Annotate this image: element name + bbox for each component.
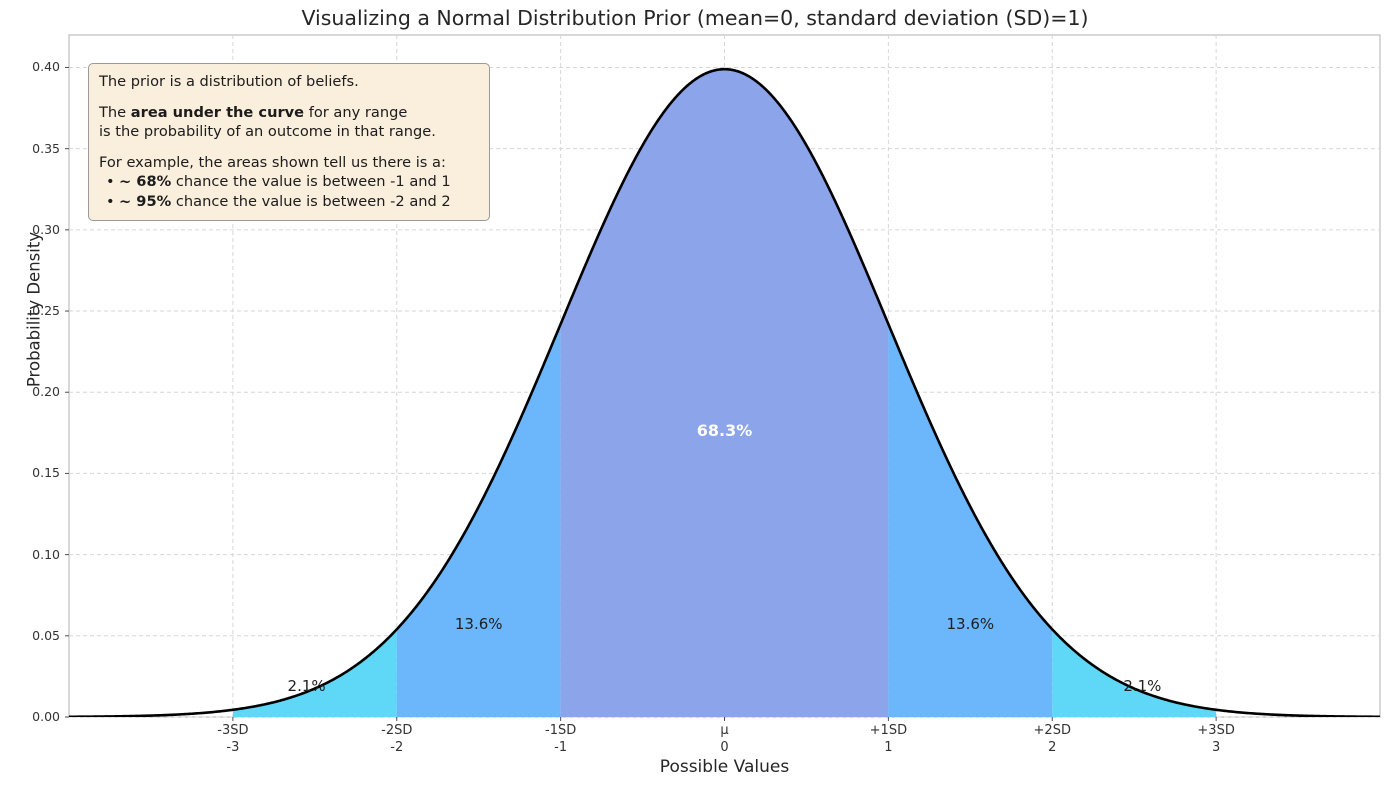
x-axis-label: Possible Values: [659, 757, 790, 777]
y-tick-label: 0.05: [32, 627, 60, 643]
x-tick-label: +3SD 3: [1156, 722, 1276, 756]
x-tick-value-label: 2: [1048, 740, 1057, 755]
annotation-line-2: The area under the curve for any range: [99, 103, 479, 123]
y-tick-label: 0.15: [32, 465, 60, 481]
x-tick-label: -2SD -2: [337, 722, 457, 756]
y-tick-label: 0.25: [32, 303, 60, 319]
axis-ticks: [65, 66, 1217, 721]
y-tick-label: 0.40: [32, 59, 60, 75]
x-tick-value-label: 3: [1211, 740, 1221, 755]
annotation-bullet-item: • ~ 95% chance the value is between -2 an…: [106, 192, 479, 212]
chart-title: Visualizing a Normal Distribution Prior …: [301, 6, 1089, 30]
annotation-line-2-bold: area under the curve: [130, 103, 305, 121]
band-minus-1sd-to-plus-1sd: [560, 69, 889, 717]
y-tick-label: 0.35: [32, 140, 60, 156]
x-tick-value-label: 1: [884, 740, 893, 755]
y-tick-label: 0.20: [32, 384, 60, 400]
x-tick-sd-label: -2SD: [381, 723, 413, 738]
annotation-bullet-bold: ~ 68%: [119, 173, 172, 190]
x-tick-value-label: -1: [554, 740, 568, 755]
annotation-bullet-item: • ~ 68% chance the value is between -1 an…: [106, 172, 479, 192]
band-label-minus-2sd-to-minus-1sd: 13.6%: [454, 615, 503, 634]
x-tick-value-label: -2: [390, 740, 404, 755]
x-tick-sd-label: +1SD: [869, 723, 908, 738]
normal-curve: [69, 67, 1380, 717]
y-tick-label: 0.30: [32, 221, 60, 237]
x-tick-label: +2SD 2: [992, 722, 1112, 756]
x-tick-label: -1SD -1: [501, 722, 621, 756]
x-tick-value-label: 0: [720, 740, 729, 755]
band-label-plus-1sd-to-plus-2sd: 13.6%: [946, 615, 995, 634]
y-tick-label: 0.00: [32, 709, 60, 724]
annotation-bullet-rest: chance the value is between -2 and 2: [171, 192, 451, 210]
x-tick-label: +1SD 1: [828, 722, 948, 756]
x-tick-sd-label: -3SD: [217, 723, 249, 738]
x-tick-sd-label: +2SD: [1033, 723, 1071, 738]
normal-curve-line: [69, 67, 1380, 717]
band-label-minus-1sd-to-plus-1sd: 68.3%: [696, 421, 753, 441]
x-tick-sd-label: -1SD: [545, 723, 577, 738]
bullet-icon: •: [106, 173, 115, 190]
x-tick-sd-label: μ: [720, 723, 729, 738]
annotation-line-2-prefix: The: [99, 103, 131, 121]
bullet-icon: •: [106, 192, 115, 210]
y-tick-label: 0.10: [32, 546, 60, 562]
annotation-line-1: The prior is a distribution of beliefs.: [99, 73, 359, 90]
x-tick-value-label: -3: [226, 740, 240, 755]
band-label-plus-2sd-to-plus-3sd: 2.1%: [1123, 676, 1162, 695]
annotation-line-2-suffix: for any range: [304, 103, 408, 121]
annotation-line-3: is the probability of an outcome in that…: [99, 123, 436, 140]
band-label-minus-3sd-to-minus-2sd: 2.1%: [287, 676, 326, 695]
annotation-bullet-list: • ~ 68% chance the value is between -1 an…: [99, 172, 479, 211]
band-minus-3sd-to-minus-2sd: [232, 629, 397, 717]
annotation-bullet-bold: ~ 95%: [119, 192, 172, 210]
annotation-bullet-rest: chance the value is between -1 and 1: [171, 173, 451, 190]
x-tick-sd-label: +3SD: [1197, 723, 1235, 738]
annotation-line-4: For example, the areas shown tell us the…: [99, 153, 446, 171]
band-plus-2sd-to-plus-3sd: [1052, 629, 1217, 717]
x-tick-label: -3SD -3: [173, 722, 293, 756]
annotation-textbox: The prior is a distribution of beliefs. …: [88, 63, 490, 221]
